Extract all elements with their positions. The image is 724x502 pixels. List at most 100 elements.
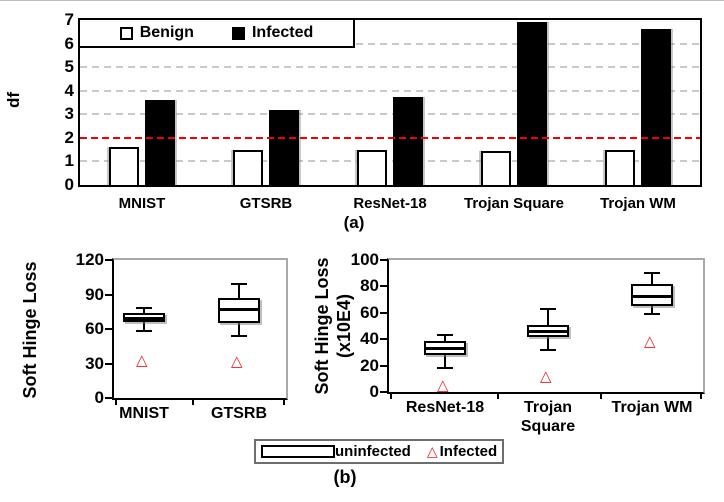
whisker-cap-top-gtsrb (231, 283, 247, 286)
infected-swatch-icon (231, 26, 245, 40)
whisker-cap-bottom-gtsrb (231, 334, 247, 337)
infected-triangle-icon: △ (426, 443, 438, 460)
panel-b-right-ytick-80: 80 (360, 276, 379, 296)
benign-swatch-icon (119, 26, 133, 40)
gridline-6 (80, 42, 700, 45)
panel-b-right-xtickmark-edge-0 (390, 394, 392, 399)
bar-trojan-wm-infected (641, 29, 671, 185)
panel-a-ytick-2: 2 (64, 127, 74, 147)
panel-a-plot-area: Benign Infected (78, 18, 702, 187)
whisker-cap-bottom-trojan-wm (644, 313, 660, 316)
legend-infected-b-label: Infected (439, 443, 498, 460)
panel-a-ytick-5: 5 (64, 57, 74, 77)
legend-infected-label: Infected (251, 24, 314, 41)
panel-b-left-ytick-60: 60 (85, 319, 104, 338)
panel-a-category-mnist: MNIST (118, 195, 166, 212)
panel-b-right-ytickmark-60 (380, 311, 387, 314)
median-trojan-square (527, 330, 569, 334)
bar-mnist-infected (145, 100, 175, 185)
panel-a-y-axis-label: df (4, 91, 23, 109)
bar-trojan-square-benign (481, 150, 511, 185)
median-trojan-wm (631, 294, 673, 298)
panel-a-ytick-1: 1 (64, 151, 74, 171)
whisker-cap-top-trojan-wm (644, 272, 660, 275)
whisker-cap-bottom-mnist (136, 330, 152, 333)
infected-marker-mnist: △ (136, 351, 148, 370)
panel-a-caption: (a) (343, 213, 365, 232)
panel-a-category-trojan-wm: Trojan WM (600, 195, 676, 212)
legend-item-benign: Benign (119, 24, 194, 42)
median-mnist (123, 316, 165, 320)
panel-b-right-xtickmark-edge-1 (700, 394, 702, 399)
panel-b-left-category-mnist: MNIST (119, 405, 169, 422)
whisker-cap-top-resnet-18 (437, 334, 453, 337)
panel-b-left-xtickmark-1 (191, 400, 194, 405)
bar-resnet-18-benign (357, 149, 387, 185)
panel-b-right-ytick-0: 0 (369, 382, 379, 401)
panel-b-right-category-trojan-wm: Trojan WM (611, 399, 693, 416)
panel-b-left-xtickmark-edge-1 (283, 400, 285, 405)
panel-b-left-ytickmark-30 (105, 362, 112, 365)
gridline-1 (80, 160, 700, 163)
uninfected-box-swatch-icon (261, 445, 335, 458)
panel-b-left-ytickmark-90 (105, 293, 112, 296)
panel-b-right-category-trojan-square: Trojan Square (520, 399, 576, 435)
panel-b-right-ytick-40: 40 (360, 329, 379, 349)
infected-marker-trojan-square: △ (540, 367, 552, 386)
bar-trojan-wm-benign (605, 149, 635, 185)
panel-b-left-ytickmark-60 (105, 328, 112, 330)
panel-b-legend: uninfected △ Infected (254, 439, 505, 464)
figure-top-edge (0, 0, 724, 1)
panel-b-right-ytickmark-100 (380, 259, 387, 261)
whisker-cap-bottom-trojan-square (540, 348, 556, 351)
whisker-cap-top-trojan-square (540, 307, 556, 310)
median-resnet-18 (424, 347, 466, 351)
panel-b-left-ytick-0: 0 (94, 388, 104, 407)
panel-a-category-trojan-square: Trojan Square (463, 195, 565, 212)
panel-b-right-ytickmark-20 (380, 364, 387, 367)
panel-b-left-ytickmark-120 (105, 259, 112, 261)
bar-gtsrb-benign (233, 149, 263, 185)
panel-b-right-category-resnet-18: ResNet-18 (405, 399, 485, 416)
panel-a-ytick-4: 4 (64, 80, 74, 100)
infected-marker-trojan-wm: △ (644, 331, 656, 350)
panel-a-ytick-0: 0 (64, 175, 74, 194)
panel-b-left-ytick-30: 30 (85, 353, 104, 373)
panel-a-ytick-7: 7 (64, 10, 74, 29)
panel-a-ytick-3: 3 (64, 104, 74, 124)
whisker-cap-bottom-resnet-18 (437, 367, 453, 370)
bar-resnet-18-infected (393, 96, 423, 185)
panel-b-right-xtickmark-2 (600, 394, 602, 399)
panel-a-ytick-6: 6 (64, 33, 74, 53)
panel-b-left-xtickmark-edge-0 (115, 400, 117, 405)
panel-b-left-ytick-90: 90 (85, 284, 104, 304)
infected-marker-resnet-18: △ (437, 376, 449, 395)
bar-trojan-square-infected (517, 22, 547, 185)
infected-marker-gtsrb: △ (231, 352, 243, 371)
whisker-cap-top-mnist (136, 307, 152, 310)
panel-b-right-ytickmark-80 (380, 285, 387, 288)
panel-b-left-ytickmark-0 (105, 397, 112, 399)
panel-b-right-ytick-60: 60 (360, 302, 379, 322)
panel-a-category-gtsrb: GTSRB (239, 195, 293, 212)
panel-b-right-plot-area: △ △ △ (387, 258, 705, 394)
legend-uninfected-label: uninfected (335, 443, 411, 460)
median-gtsrb (218, 308, 260, 312)
legend-item-infected: Infected (231, 24, 314, 42)
panel-b-right-xtickmark-1 (496, 394, 499, 399)
bar-gtsrb-infected (269, 109, 299, 185)
panel-b-left-ytick-120: 120 (75, 250, 104, 269)
panel-b-caption: (b) (333, 467, 357, 487)
panel-b-right-ytick-20: 20 (360, 355, 379, 375)
panel-b-right-ytickmark-40 (380, 338, 387, 341)
panel-b-left-y-axis-label: Soft Hinge Loss (20, 261, 40, 399)
gridline-5 (80, 66, 700, 69)
panel-b-left-plot-area: △ △ (112, 258, 288, 400)
panel-b-right-ytickmark-0 (380, 391, 387, 393)
panel-b-right-ytick-100: 100 (350, 250, 379, 269)
gridline-4 (80, 89, 700, 92)
threshold-line (80, 136, 700, 139)
gridline-3 (80, 113, 700, 116)
legend-benign-label: Benign (139, 24, 194, 41)
